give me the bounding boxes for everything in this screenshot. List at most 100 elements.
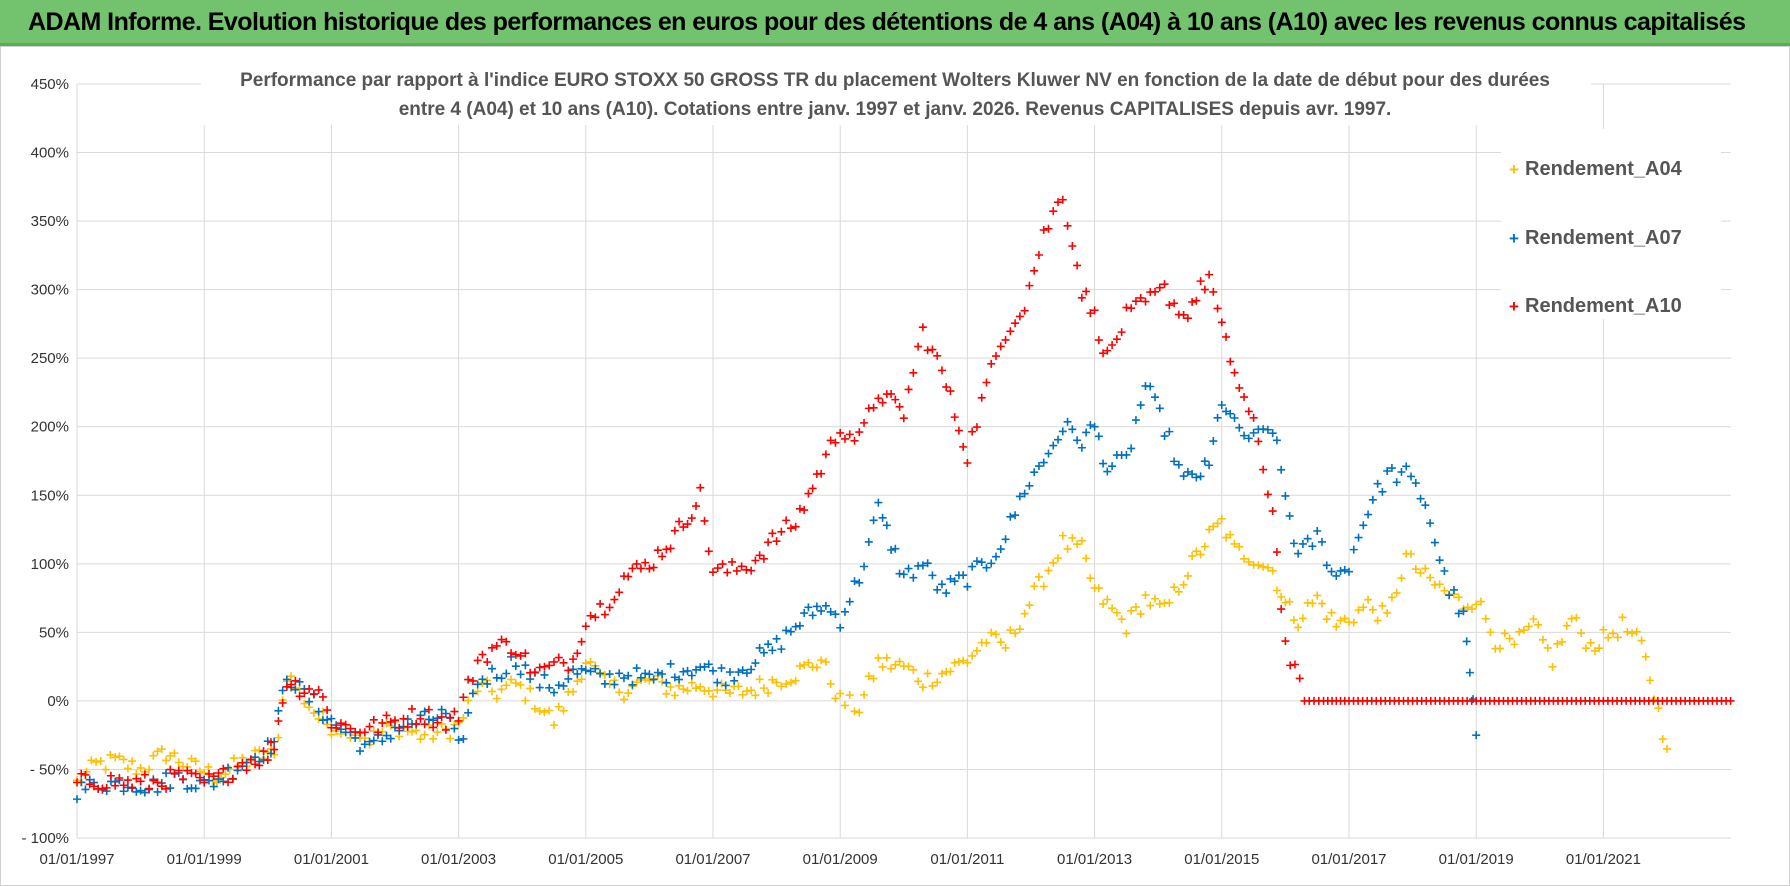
y-tick-label: - 100% (21, 830, 69, 847)
data-point (1155, 404, 1164, 413)
data-point (914, 342, 923, 351)
data-point (954, 657, 963, 666)
data-point (1025, 281, 1034, 290)
data-point (395, 723, 404, 732)
data-point (1373, 616, 1382, 625)
data-point (356, 747, 365, 756)
data-point (1336, 566, 1345, 575)
data-point (1044, 224, 1053, 233)
data-point (149, 751, 158, 760)
data-point (1459, 607, 1468, 616)
data-point (1068, 533, 1077, 542)
data-point (1034, 462, 1043, 471)
data-point (891, 660, 900, 669)
data-point (1254, 437, 1263, 446)
data-point (115, 752, 124, 761)
data-point (259, 747, 268, 756)
data-point (554, 653, 563, 662)
data-point (628, 680, 637, 689)
data-point (1205, 525, 1214, 534)
data-point (1112, 335, 1121, 344)
data-point (928, 345, 937, 354)
data-point (1289, 616, 1298, 625)
data-point (1421, 564, 1430, 573)
data-point (581, 622, 590, 631)
data-point (1136, 293, 1145, 302)
data-point (700, 662, 709, 671)
data-point (219, 764, 228, 773)
data-point (891, 544, 900, 553)
data-point (786, 678, 795, 687)
data-point (817, 606, 826, 615)
data-point (1230, 413, 1239, 422)
data-point (1200, 285, 1209, 294)
data-point (878, 513, 887, 522)
data-point (1174, 587, 1183, 596)
data-point (950, 413, 959, 422)
data-point (1244, 407, 1253, 416)
data-point (569, 687, 578, 696)
data-point (874, 394, 883, 403)
data-point (1658, 735, 1667, 744)
data-point (318, 692, 327, 701)
data-point (1077, 293, 1086, 302)
data-point (887, 546, 896, 555)
data-point (1313, 591, 1322, 600)
data-point (882, 653, 891, 662)
data-point (1127, 444, 1136, 453)
y-tick-label: 100% (31, 556, 69, 573)
data-point (492, 694, 501, 703)
data-point (791, 622, 800, 631)
data-point (204, 769, 213, 778)
data-point (1209, 522, 1218, 531)
data-point (738, 666, 747, 675)
data-point (1090, 422, 1099, 431)
data-point (497, 674, 506, 683)
data-point (751, 556, 760, 565)
data-point (937, 366, 946, 375)
data-point (1235, 423, 1244, 432)
data-point (1183, 467, 1192, 476)
data-point (899, 414, 908, 423)
data-point (1313, 527, 1322, 536)
data-point (649, 563, 658, 572)
data-point (942, 383, 951, 392)
data-point (382, 731, 391, 740)
data-point (610, 595, 619, 604)
data-point (209, 782, 218, 791)
data-point (577, 637, 586, 646)
data-point (1562, 621, 1571, 630)
data-point (191, 784, 200, 793)
data-point (106, 771, 115, 780)
data-point (106, 750, 115, 759)
data-point (559, 706, 568, 715)
data-point (1421, 501, 1430, 510)
data-point (287, 672, 296, 681)
data-point (772, 678, 781, 687)
data-point (73, 795, 81, 804)
data-point (1049, 207, 1058, 216)
data-point (1054, 435, 1063, 444)
data-point (679, 523, 688, 532)
data-point (521, 696, 530, 705)
data-point (800, 660, 809, 669)
data-point (278, 686, 287, 695)
data-point (713, 686, 722, 695)
data-point (831, 610, 840, 619)
data-point (610, 680, 619, 689)
data-point (295, 692, 304, 701)
data-point (1368, 605, 1377, 614)
data-point (521, 661, 530, 670)
data-point (636, 673, 645, 682)
data-point (1196, 472, 1205, 481)
data-point (1435, 556, 1444, 565)
data-point (1179, 580, 1188, 589)
x-tick-label: 01/01/2017 (1311, 851, 1386, 868)
data-point (982, 563, 991, 572)
data-point (692, 684, 701, 693)
data-point (1445, 591, 1454, 600)
data-point (530, 668, 539, 677)
data-point (1192, 547, 1201, 556)
data-point (1127, 304, 1136, 313)
data-point (1146, 601, 1155, 610)
